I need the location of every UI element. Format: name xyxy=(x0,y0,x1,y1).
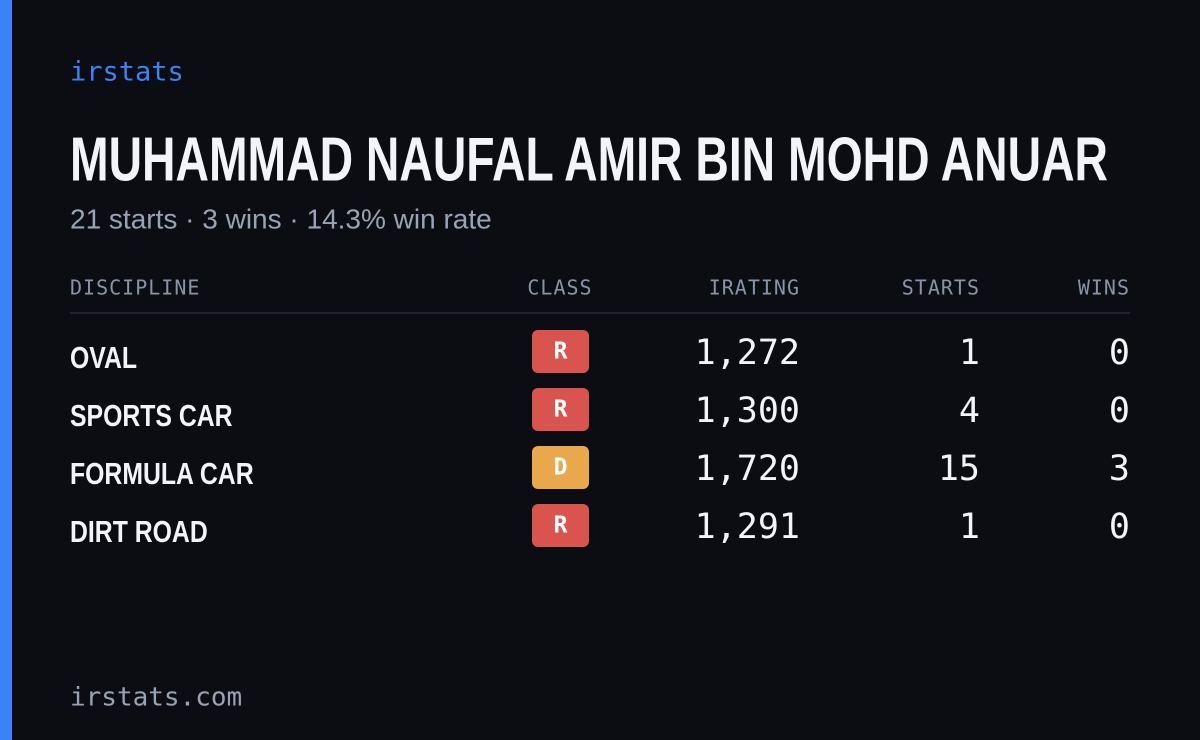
irating-value: 1,272 xyxy=(695,333,800,373)
irating-value: 1,720 xyxy=(695,449,800,489)
discipline-name: FORMULA CAR xyxy=(70,457,254,491)
starts-value: 1 xyxy=(959,507,980,547)
discipline-wrap: FORMULA CAR xyxy=(70,457,254,491)
starts-value: 1 xyxy=(959,333,980,373)
wins-value: 0 xyxy=(1109,507,1130,547)
summary: 21 starts · 3 wins · 14.3% win rate xyxy=(70,203,492,234)
class-badge xyxy=(532,330,589,373)
irating-value: 1,291 xyxy=(695,507,800,547)
discipline-name: SPORTS CAR xyxy=(70,399,233,433)
player-name: MUHAMMAD NAUFAL AMIR BIN MOHD ANUAR xyxy=(70,125,1108,194)
brand: irstats xyxy=(70,57,184,88)
column-header: CLASS xyxy=(527,276,592,300)
discipline-name: DIRT ROAD xyxy=(70,515,208,549)
class-letter: R xyxy=(554,397,568,423)
wins-value: 0 xyxy=(1109,333,1130,373)
class-letter: R xyxy=(554,339,568,365)
class-letter: R xyxy=(554,513,568,539)
class-letter: D xyxy=(554,455,568,481)
column-header: IRATING xyxy=(709,276,800,300)
wins-value: 3 xyxy=(1109,449,1130,489)
column-header: WINS xyxy=(1078,276,1130,300)
irating-value: 1,300 xyxy=(695,391,800,431)
footer-url: irstats.com xyxy=(70,683,242,713)
class-badge xyxy=(532,388,589,431)
column-header: STARTS xyxy=(902,276,980,300)
class-badge xyxy=(532,504,589,547)
accent-bar xyxy=(0,0,12,740)
column-header: DISCIPLINE xyxy=(70,276,200,300)
discipline-wrap: OVAL xyxy=(70,341,137,375)
starts-value: 4 xyxy=(959,391,980,431)
wins-value: 0 xyxy=(1109,391,1130,431)
class-badge xyxy=(532,446,589,489)
discipline-wrap: DIRT ROAD xyxy=(70,515,208,549)
starts-value: 15 xyxy=(938,449,980,489)
discipline-wrap: SPORTS CAR xyxy=(70,399,233,433)
discipline-name: OVAL xyxy=(70,341,137,375)
